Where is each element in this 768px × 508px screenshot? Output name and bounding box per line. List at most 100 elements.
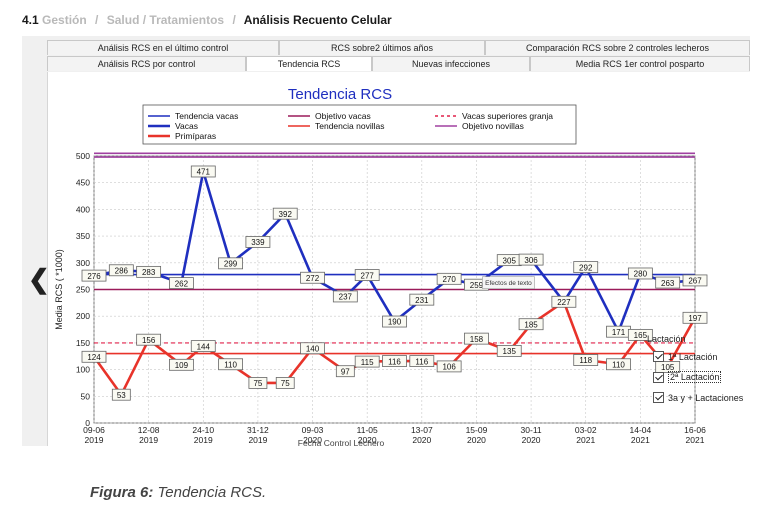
data-label-box — [136, 333, 162, 346]
data-label: 272 — [306, 274, 320, 283]
data-label: 190 — [388, 318, 402, 327]
breadcrumb-separator: / — [95, 13, 99, 27]
data-label-box — [354, 355, 380, 368]
data-label: 185 — [524, 320, 538, 329]
x-tick-year: 2020 — [412, 435, 431, 445]
data-label-box — [573, 261, 599, 273]
data-label: 105 — [661, 363, 675, 372]
checkbox-3-lactaciones[interactable] — [653, 392, 664, 403]
data-label: 306 — [524, 256, 538, 265]
data-label-box — [275, 377, 295, 389]
data-label-box — [332, 290, 358, 303]
tab-nuevas-infecciones[interactable]: Nuevas infecciones — [372, 56, 530, 71]
y-tick-label: 0 — [85, 418, 90, 428]
breadcrumb-item-gestion[interactable]: Gestión — [42, 13, 87, 27]
data-label: 339 — [251, 238, 265, 247]
data-label: 171 — [612, 328, 626, 337]
lactacion-option-1[interactable]: 1ª Lactación — [653, 351, 743, 362]
lactacion-option-2[interactable]: 2ª Lactación — [653, 371, 743, 383]
lactacion-option-3[interactable]: 3a y + Lactaciones — [653, 392, 743, 403]
data-label: 110 — [612, 360, 625, 369]
legend-label: Vacas superiores granja — [462, 111, 553, 121]
data-label-box — [551, 295, 577, 308]
data-label-box — [111, 388, 131, 401]
tab-comparacion-rcs[interactable]: Comparación RCS sobre 2 controles lecher… — [485, 40, 750, 55]
data-label-box — [108, 264, 134, 277]
data-label-box — [300, 271, 325, 284]
lactacion-option-label: 2ª Lactación — [668, 371, 722, 383]
y-tick-label: 450 — [76, 178, 90, 188]
data-label-box — [436, 360, 462, 373]
x-tick-year: 2020 — [522, 435, 541, 445]
x-tick-year: 2020 — [303, 435, 322, 445]
data-label: 109 — [175, 361, 189, 370]
x-axis-label: Fecha Control Lechero — [298, 438, 385, 446]
data-label: 144 — [197, 342, 211, 351]
data-label: 259 — [470, 281, 484, 290]
data-label-box — [655, 361, 681, 373]
x-tick-year: 2019 — [248, 435, 267, 445]
y-tick-label: 500 — [76, 151, 90, 161]
data-label: 471 — [197, 168, 211, 177]
figure-text: Tendencia RCS. — [153, 484, 267, 501]
tab-rcs-por-control[interactable]: Análisis RCS por control — [47, 56, 246, 71]
y-tick-label: 400 — [76, 204, 90, 214]
data-label-box — [136, 265, 162, 278]
data-label-box — [496, 345, 522, 357]
y-tick-label: 300 — [76, 258, 90, 268]
data-label-box — [335, 365, 355, 378]
data-label: 305 — [503, 256, 517, 265]
x-tick-label: 13-07 — [411, 425, 433, 435]
data-label: 115 — [361, 358, 374, 367]
data-label-box — [169, 277, 194, 289]
data-label-box — [218, 358, 243, 371]
y-axis-label: Media RCS ( *1000) — [54, 249, 64, 330]
data-label: 197 — [688, 314, 702, 323]
chevron-left-icon[interactable]: ❮ — [28, 264, 50, 294]
data-label: 140 — [306, 344, 320, 353]
data-label-box — [218, 257, 243, 270]
breadcrumb-item-salud[interactable]: Salud / Tratamientos — [106, 13, 225, 27]
data-label: 118 — [579, 356, 592, 365]
data-label-box — [190, 165, 216, 178]
data-label: 158 — [470, 335, 484, 344]
checkbox-2-lactacion[interactable] — [653, 371, 664, 383]
x-tick-label: 16-06 — [684, 425, 706, 435]
data-label: 227 — [557, 298, 571, 307]
figure-caption: Figura 6: Tendencia RCS. — [90, 484, 266, 501]
tab-rcs-2-anos[interactable]: RCS sobre2 últimos años — [279, 40, 485, 55]
x-tick-label: 31-12 — [247, 425, 269, 435]
x-tick-year: 2020 — [467, 435, 486, 445]
x-tick-label: 15-09 — [466, 425, 488, 435]
data-label: 110 — [224, 360, 237, 369]
data-label: 277 — [361, 271, 375, 280]
data-label: 97 — [341, 367, 350, 376]
checkbox-1-lactacion[interactable] — [653, 351, 664, 362]
data-label-box — [682, 274, 708, 287]
x-tick-year: 2019 — [194, 435, 213, 445]
data-label-box — [300, 342, 325, 355]
lactacion-title: Lactación — [647, 334, 686, 344]
data-label: 280 — [634, 270, 648, 279]
tab-media-rcs-posparto[interactable]: Media RCS 1er control posparto — [530, 56, 750, 71]
legend-label: Tendencia novillas — [315, 121, 384, 131]
data-label-box — [81, 350, 107, 363]
data-label-box — [409, 355, 435, 367]
data-label-box — [518, 318, 544, 331]
section-number: 4.1 — [22, 13, 39, 27]
y-tick-label: 50 — [81, 391, 91, 401]
data-label: 283 — [142, 268, 156, 277]
x-tick-label: 14-04 — [629, 425, 651, 435]
data-label-box — [382, 355, 407, 367]
legend-box — [142, 104, 577, 145]
tab-rcs-ultimo-control[interactable]: Análisis RCS en el último control — [47, 40, 279, 55]
tab-tendencia-rcs[interactable]: Tendencia RCS — [246, 56, 372, 71]
data-label: 392 — [279, 210, 293, 219]
data-label: 262 — [175, 279, 189, 288]
rcs-trend-chart: Tendencia RCS Tendencia vacas Objetivo vac… — [54, 86, 708, 446]
x-tick-year: 2021 — [686, 435, 705, 445]
breadcrumb: 4.1 Gestión / Salud / Tratamientos / Aná… — [22, 13, 392, 27]
data-label-box — [464, 332, 489, 345]
tabs-row-2: Análisis RCS por control Tendencia RCS N… — [47, 56, 750, 71]
data-label-box — [573, 354, 599, 366]
